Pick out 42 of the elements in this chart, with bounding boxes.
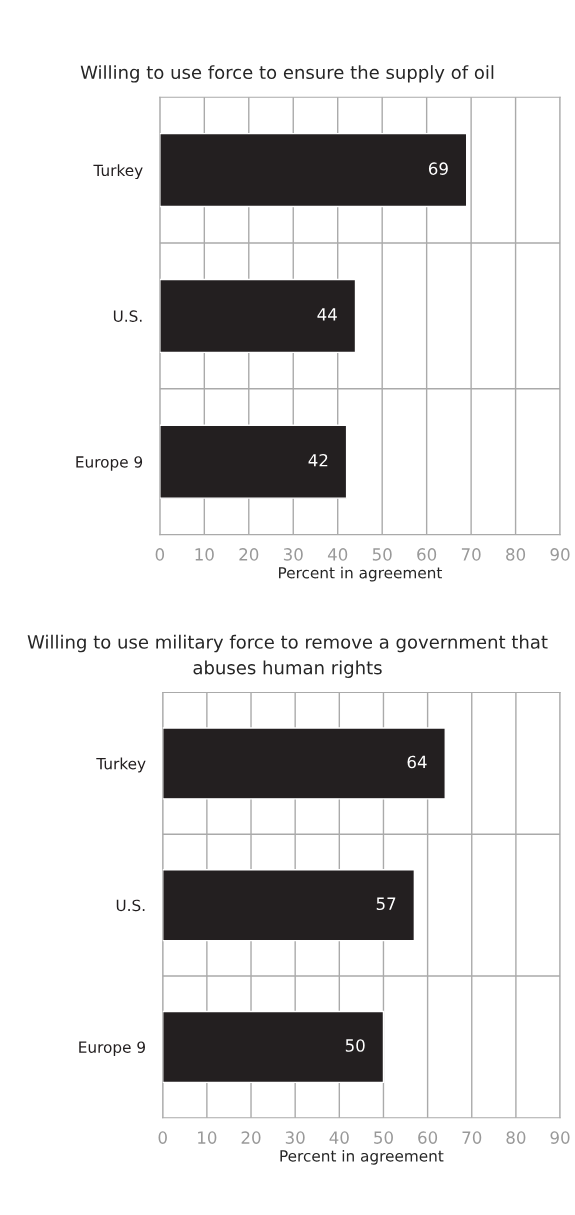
x-axis-title: Percent in agreement xyxy=(280,1149,444,1165)
data-label: 50 xyxy=(345,1039,365,1052)
y-tick-label: U.S. xyxy=(113,310,142,322)
x-tick-label: 60 xyxy=(417,548,437,561)
data-label: 57 xyxy=(376,897,396,911)
x-tick-label: 80 xyxy=(506,1131,526,1144)
x-tick-label: 40 xyxy=(329,1131,349,1144)
x-tick-label: 30 xyxy=(283,548,303,561)
bar xyxy=(162,869,416,942)
x-tick-label: 0 xyxy=(155,548,165,561)
data-label: 64 xyxy=(407,755,427,769)
x-tick-label: 70 xyxy=(461,548,481,561)
y-tick-label: Turkey xyxy=(93,164,143,180)
bar xyxy=(162,727,446,800)
y-tick-label: Europe 9 xyxy=(79,1041,145,1056)
chart-title: Willing to use military force to remove a government that abuses human rights xyxy=(27,634,548,678)
x-tick-label: 60 xyxy=(418,1131,438,1144)
x-tick-label: 70 xyxy=(462,1131,482,1144)
data-label: 44 xyxy=(317,308,337,321)
x-tick-label: 90 xyxy=(550,548,570,561)
y-tick-label: Europe 9 xyxy=(76,456,143,471)
x-tick-label: 0 xyxy=(158,1131,167,1144)
x-tick-label: 40 xyxy=(327,548,348,561)
data-label: 42 xyxy=(308,453,328,467)
x-tick-label: 10 xyxy=(195,548,214,561)
x-tick-label: 10 xyxy=(198,1131,217,1144)
x-tick-label: 20 xyxy=(241,1131,261,1144)
x-axis-title: Percent in agreement xyxy=(279,566,443,582)
bar xyxy=(159,424,348,499)
bar xyxy=(162,1010,385,1084)
x-tick-label: 90 xyxy=(550,1131,570,1144)
x-tick-label: 20 xyxy=(239,548,259,561)
chart-title: Willing to use force to ensure the supply of oil xyxy=(80,65,494,83)
x-tick-label: 50 xyxy=(372,548,392,561)
bar xyxy=(159,278,357,354)
x-tick-label: 50 xyxy=(374,1131,393,1144)
x-tick-label: 80 xyxy=(506,548,526,561)
bar xyxy=(159,132,468,208)
data-label: 69 xyxy=(428,162,448,175)
y-tick-label: U.S. xyxy=(116,899,145,912)
x-tick-label: 30 xyxy=(285,1131,305,1144)
y-tick-label: Turkey xyxy=(96,757,146,773)
